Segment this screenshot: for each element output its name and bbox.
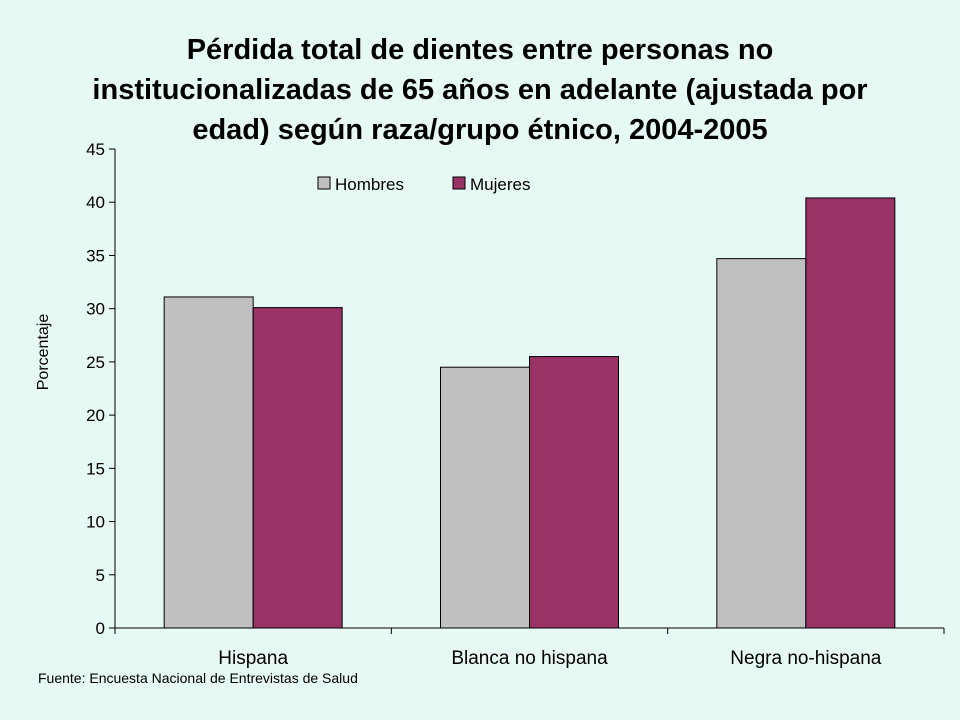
y-tick-label: 0 xyxy=(96,619,105,638)
bar-hombres-1 xyxy=(163,296,254,629)
bars xyxy=(163,197,896,629)
legend: Hombres Mujeres xyxy=(317,175,530,194)
legend-label-hombres: Hombres xyxy=(335,175,404,194)
y-tick-label: 15 xyxy=(86,459,105,478)
y-axis: 0 5 10 15 20 25 30 35 40 45 xyxy=(86,140,116,638)
bar-mujeres-2 xyxy=(529,356,619,629)
x-axis: Hispana Blanca no hispana Negra no-hispana xyxy=(114,627,945,669)
legend-swatch-mujeres xyxy=(452,176,466,190)
bar-mujeres-1 xyxy=(252,307,343,629)
y-tick-label: 35 xyxy=(86,246,105,265)
y-tick-label: 40 xyxy=(86,193,105,212)
bar-mujeres-3 xyxy=(805,197,896,629)
chart-title: Pérdida total de dientes entre personas … xyxy=(40,30,920,150)
y-tick-label: 25 xyxy=(86,353,105,372)
y-tick-label: 30 xyxy=(86,300,105,319)
y-tick-label: 5 xyxy=(96,566,105,585)
source-note: Fuente: Encuesta Nacional de Entrevistas… xyxy=(38,670,358,686)
legend-swatch-hombres xyxy=(317,176,331,190)
x-tick-label: Negra no-hispana xyxy=(730,648,881,669)
bar-hombres-3 xyxy=(716,258,807,629)
chart-title-line-2: institucionalizadas de 65 años en adelan… xyxy=(92,74,868,106)
x-tick-label: Blanca no hispana xyxy=(451,648,608,669)
chart-title-line-1: Pérdida total de dientes entre personas … xyxy=(186,34,774,66)
y-axis-label: Porcentaje xyxy=(35,314,52,391)
chart-title-line-3: edad) según raza/grupo étnico, 2004-2005 xyxy=(192,114,768,146)
bar-hombres-2 xyxy=(440,366,530,629)
legend-label-mujeres: Mujeres xyxy=(470,175,530,194)
y-tick-label: 10 xyxy=(86,513,105,532)
x-tick-label: Hispana xyxy=(218,648,288,669)
y-tick-label: 45 xyxy=(86,140,105,159)
y-tick-label: 20 xyxy=(86,406,105,425)
